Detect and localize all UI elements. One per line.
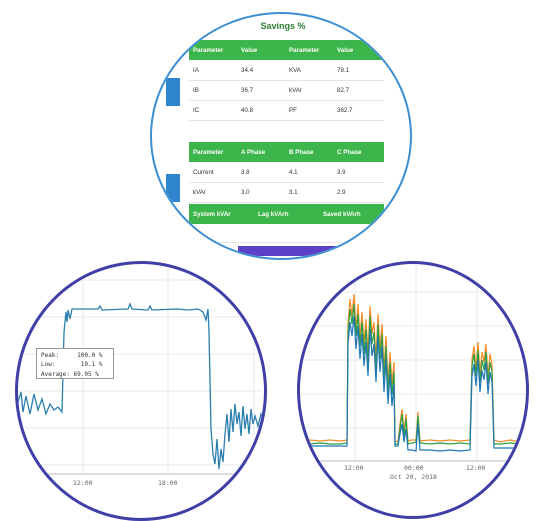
empty-row xyxy=(189,224,384,243)
table-cell: 3.0 xyxy=(241,188,250,196)
load-chart-magnified: Peak: 100.0 % Low: 19.1 % Average: 69.05… xyxy=(15,261,267,521)
table-header: Parameter Value Parameter Value xyxy=(189,40,384,60)
phase-chart-svg xyxy=(300,264,526,462)
header-cell: Value xyxy=(337,46,354,54)
phase-series-green xyxy=(300,303,526,445)
tooltip-value: 19.1 % xyxy=(80,361,103,369)
tooltip-low: Low: 19.1 % xyxy=(41,360,109,369)
load-series-line xyxy=(18,302,264,470)
tooltip-label: Peak: xyxy=(41,352,60,359)
sidebar-strip xyxy=(166,174,180,202)
table-cell: KVA xyxy=(289,66,301,74)
table-cell: IA xyxy=(193,66,199,74)
phase-chart-magnified: 12:00 00:00 Oct 20, 2018 12:00 xyxy=(297,261,529,519)
tooltip-value: 100.0 % xyxy=(77,352,103,359)
header-cell: Saved kVArh xyxy=(323,210,361,218)
table-cell: 82.7 xyxy=(337,86,350,94)
header-cell: Parameter xyxy=(193,46,224,54)
table-cell: Current xyxy=(193,168,214,176)
table-cell: 40.8 xyxy=(241,106,254,114)
x-tick-label: 00:00 xyxy=(404,464,424,472)
tooltip-value: 69.05 % xyxy=(73,370,99,378)
header-cell: Parameter xyxy=(289,46,320,54)
table-cell: 4.1 xyxy=(289,168,298,176)
header-cell: Parameter xyxy=(193,148,224,156)
header-cell: B Phase xyxy=(289,148,314,156)
sidebar-strip xyxy=(166,78,180,106)
table-row: Current 3.8 4.1 3.9 xyxy=(189,162,384,183)
tooltip-peak: Peak: 100.0 % xyxy=(41,351,109,360)
load-chart-svg xyxy=(18,264,264,475)
table-cell: 3.9 xyxy=(337,168,346,176)
phase-series-orange xyxy=(300,293,526,443)
tooltip-average: Average: 69.05 % xyxy=(41,370,109,379)
savings-panel-magnified: Savings % Parameter Value Parameter Valu… xyxy=(150,12,412,260)
table-row: IB 36.7 kVAr 82.7 xyxy=(189,80,384,101)
table-cell: 36.7 xyxy=(241,86,254,94)
table-cell: kVAr xyxy=(193,188,206,196)
header-cell: A Phase xyxy=(241,148,266,156)
savings-title: Savings % xyxy=(260,21,306,31)
chart-tooltip: Peak: 100.0 % Low: 19.1 % Average: 69.05… xyxy=(36,348,114,379)
footer-bar xyxy=(238,246,338,256)
table-cell: IC xyxy=(193,106,200,114)
header-cell: System kVAr xyxy=(193,210,231,218)
table-cell: kVAr xyxy=(289,86,302,94)
tooltip-label: Average: xyxy=(41,370,70,378)
table-cell: IB xyxy=(193,86,199,94)
table-row: IC 40.8 PF 362.7 xyxy=(189,100,384,121)
header-cell: Lag kVArh xyxy=(258,210,289,218)
header-cell: Value xyxy=(241,46,258,54)
table-cell: 2.9 xyxy=(337,188,346,196)
table-header: System kVAr Lag kVArh Saved kVArh xyxy=(189,204,384,224)
table-cell: PF xyxy=(289,106,297,114)
x-tick-label: 12:00 xyxy=(344,464,364,472)
x-tick-label: 12:00 xyxy=(466,464,486,472)
table-cell: 3.8 xyxy=(241,168,250,176)
table-cell: 3.1 xyxy=(289,188,298,196)
x-date-label: Oct 20, 2018 xyxy=(390,473,437,481)
tooltip-label: Low: xyxy=(41,361,56,369)
table-row: IA 34.4 KVA 78.1 xyxy=(189,60,384,81)
x-tick-label: 12:00 xyxy=(73,479,93,487)
table-cell: 78.1 xyxy=(337,66,350,74)
x-tick-label: 18:00 xyxy=(158,479,178,487)
table-row: kVAr 3.0 3.1 2.9 xyxy=(189,182,384,203)
header-cell: C Phase xyxy=(337,148,362,156)
table-cell: 362.7 xyxy=(337,106,353,114)
table-header: Parameter A Phase B Phase C Phase xyxy=(189,142,384,162)
phase-series-blue xyxy=(300,315,526,452)
table-cell: 34.4 xyxy=(241,66,254,74)
